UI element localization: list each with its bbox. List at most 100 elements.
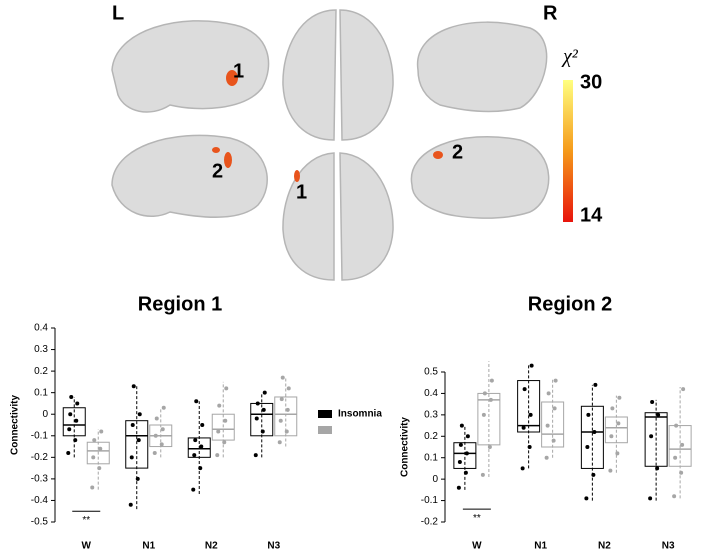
data-point bbox=[489, 378, 494, 383]
data-point bbox=[481, 412, 486, 417]
data-point bbox=[521, 425, 526, 430]
data-point bbox=[154, 416, 159, 421]
y-tick-label: 0.4 bbox=[424, 388, 438, 399]
data-point bbox=[215, 453, 220, 458]
data-point bbox=[99, 429, 104, 434]
data-point bbox=[277, 440, 282, 445]
data-point bbox=[69, 394, 74, 399]
data-point bbox=[192, 453, 197, 458]
data-point bbox=[223, 418, 228, 423]
data-point bbox=[527, 445, 532, 449]
data-point bbox=[261, 407, 266, 412]
hemisphere-label: L bbox=[112, 2, 124, 24]
box bbox=[62, 407, 86, 437]
colorbar-label: χ² bbox=[561, 46, 579, 68]
data-point bbox=[97, 466, 102, 471]
data-point bbox=[529, 363, 534, 368]
data-point bbox=[136, 438, 141, 443]
data-point bbox=[648, 496, 653, 501]
box bbox=[477, 392, 501, 446]
data-point bbox=[459, 423, 464, 428]
data-point bbox=[672, 494, 677, 499]
data-point bbox=[128, 502, 133, 507]
data-point bbox=[520, 466, 525, 471]
data-point bbox=[161, 405, 166, 410]
significance-label: ** bbox=[82, 515, 90, 526]
data-point bbox=[194, 399, 199, 404]
x-tick-label: N3 bbox=[662, 541, 675, 552]
x-tick-label: N3 bbox=[267, 541, 280, 552]
y-tick-label: 0.3 bbox=[34, 344, 48, 355]
x-tick-label: N2 bbox=[205, 541, 218, 552]
significance-label: ** bbox=[473, 513, 481, 524]
box bbox=[644, 412, 668, 467]
y-axis-label: Connectivity bbox=[10, 395, 21, 455]
data-point bbox=[615, 451, 620, 456]
y-tick-label: -0.4 bbox=[31, 495, 49, 506]
y-tick-label: 0.2 bbox=[34, 366, 48, 377]
data-point bbox=[285, 407, 290, 412]
y-axis-label: Connectivity bbox=[400, 417, 411, 477]
y-tick-label: 0.1 bbox=[424, 452, 438, 463]
x-tick-label: N1 bbox=[142, 541, 155, 552]
data-point bbox=[592, 430, 597, 434]
data-point bbox=[584, 496, 589, 501]
data-point bbox=[544, 455, 549, 460]
data-point bbox=[673, 455, 678, 460]
data-point bbox=[545, 423, 550, 428]
data-point bbox=[465, 434, 470, 439]
data-point bbox=[552, 406, 557, 411]
data-point bbox=[279, 397, 284, 402]
data-point bbox=[260, 429, 265, 434]
data-point bbox=[254, 416, 259, 421]
data-point bbox=[616, 421, 621, 426]
data-point bbox=[528, 412, 533, 417]
data-point bbox=[463, 470, 468, 475]
data-point bbox=[222, 440, 227, 445]
y-tick-label: -0.2 bbox=[31, 452, 49, 463]
y-tick-label: 0.1 bbox=[34, 387, 48, 398]
box bbox=[125, 420, 149, 469]
data-point bbox=[649, 434, 654, 439]
y-tick-label: 0.3 bbox=[424, 409, 438, 420]
data-point bbox=[73, 438, 78, 443]
data-point bbox=[681, 387, 686, 392]
y-tick-label: 0.4 bbox=[34, 323, 48, 334]
data-point bbox=[199, 444, 204, 449]
data-point bbox=[650, 400, 655, 404]
data-point bbox=[458, 442, 463, 447]
y-tick-label: 0.5 bbox=[424, 367, 438, 378]
box bbox=[211, 413, 235, 441]
y-tick-label: -0.5 bbox=[31, 517, 49, 528]
y-tick-label: -0.1 bbox=[31, 430, 49, 441]
x-tick-label: N1 bbox=[534, 541, 547, 552]
data-point bbox=[262, 390, 267, 395]
data-point bbox=[674, 423, 679, 428]
legend-swatch bbox=[318, 426, 332, 434]
data-point bbox=[66, 451, 71, 456]
box bbox=[187, 437, 211, 458]
data-point bbox=[456, 485, 461, 490]
box bbox=[453, 442, 477, 469]
region-label: 1 bbox=[233, 60, 244, 82]
region-label: 1 bbox=[296, 181, 307, 203]
box bbox=[668, 425, 692, 467]
data-point bbox=[159, 442, 164, 447]
data-point bbox=[679, 470, 684, 475]
data-point bbox=[198, 466, 203, 471]
data-point bbox=[67, 427, 72, 432]
data-point bbox=[284, 429, 289, 434]
data-point bbox=[610, 406, 615, 411]
data-point bbox=[482, 391, 487, 396]
data-point bbox=[135, 476, 140, 481]
data-point bbox=[98, 446, 103, 451]
data-point bbox=[617, 395, 622, 400]
y-tick-label: -0.3 bbox=[31, 474, 49, 485]
colorbar bbox=[563, 80, 573, 222]
data-point bbox=[92, 438, 97, 443]
data-point bbox=[656, 412, 661, 417]
data-point bbox=[253, 453, 258, 458]
data-point bbox=[137, 412, 142, 417]
colorbar-tick-label: 30 bbox=[580, 71, 602, 93]
brain-views bbox=[111, 9, 550, 281]
